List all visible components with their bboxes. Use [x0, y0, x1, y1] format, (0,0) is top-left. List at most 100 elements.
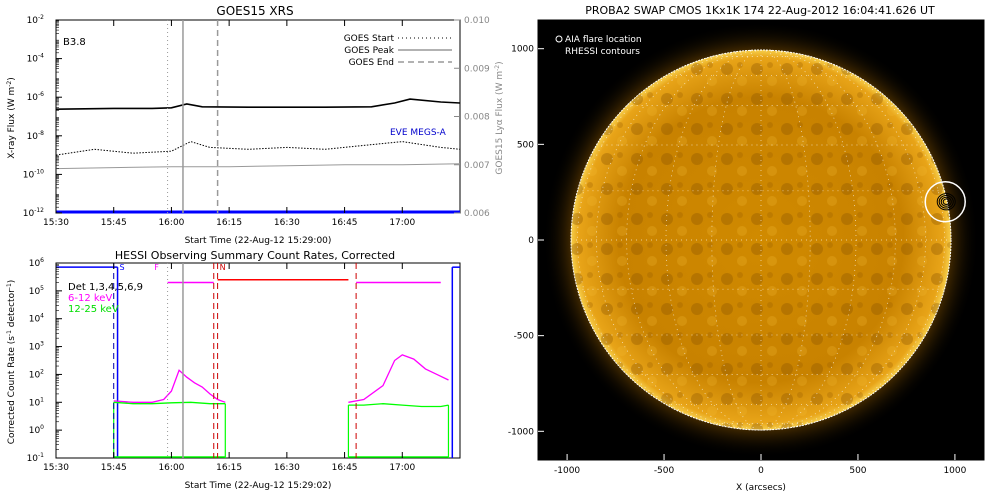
goes-series-line-2	[55, 163, 461, 170]
goes-y-tick-exp: -4	[38, 53, 44, 60]
hessi-y-tick-base: 10	[29, 343, 41, 353]
hessi-y-tick-base: 10	[29, 370, 41, 380]
hessi-flag-label: S	[120, 263, 125, 272]
goes-x-ticks: 15:30 15:45 16:00 16:15 16:30 16:45 17:00	[43, 20, 416, 228]
flare-markers	[924, 180, 966, 223]
goes-y-label: X-ray Flux (W m-2)	[6, 77, 17, 158]
grid-longitude-line	[760, 49, 926, 431]
legend-aia-flare-location: AIA flare location	[565, 35, 642, 45]
swap-x-tick-label: 1000	[943, 466, 966, 476]
goes-x-tick-label: 17:00	[389, 218, 415, 228]
hessi-y-tick-base: 10	[29, 315, 41, 325]
hessi-y-tick-label: 103	[29, 341, 44, 353]
hessi-y-tick-exp: 6	[40, 257, 44, 264]
hessi-y-tick-label: 100	[29, 424, 44, 436]
goes-y2-tick-label: 0.009	[464, 64, 490, 74]
goes-y-tick-exp: -10	[34, 168, 44, 175]
swap-x-tick-label: -1000	[554, 466, 580, 476]
hessi-title: HESSI Observing Summary Count Rates, Cor…	[115, 249, 395, 262]
hessi-panel: HESSI Observing Summary Count Rates, Cor…	[6, 249, 461, 491]
hessi-x-tick-label: 16:00	[158, 463, 184, 473]
hessi-y-tick-exp: 0	[40, 424, 44, 431]
heliographic-grid	[571, 49, 951, 431]
swap-x-tick-label: 500	[849, 466, 866, 476]
hessi-x-tick-label: 16:30	[274, 463, 300, 473]
swap-x-tick-label: 0	[758, 466, 764, 476]
goes-x-label: Start Time (22-Aug-12 15:29:00)	[185, 236, 332, 246]
hessi-flag-label: F	[154, 263, 159, 272]
swap-y-tick-label: -500	[514, 332, 535, 342]
goes-y-tick-label: 10-8	[27, 130, 45, 142]
goes-y2-tick-label: 0.008	[464, 113, 490, 123]
goes-legend: GOES Start GOES Peak GOES End	[344, 34, 452, 68]
hessi-y-tick-exp: -1	[38, 452, 44, 459]
rhessi-contour	[942, 198, 950, 205]
hessi-y-tick-exp: 3	[40, 341, 44, 348]
swap-x-label: X (arcsecs)	[736, 483, 786, 493]
swap-title: PROBA2 SWAP CMOS 1Kx1K 174 22-Aug-2012 1…	[585, 4, 935, 17]
hessi-series-1-segment-1	[348, 403, 449, 408]
swap-y-ticks: 1000 500 0 -500 -1000	[508, 45, 544, 437]
swap-x-ticks: -1000 -500 0 500 1000	[554, 454, 967, 476]
goes-x-tick-label: 16:30	[274, 218, 300, 228]
solar-limb-outline	[570, 49, 952, 431]
hessi-flag-label: N	[220, 263, 226, 272]
goes-y-tick-label: 10-10	[23, 168, 44, 180]
swap-legend: AIA flare location RHESSI contours	[555, 35, 642, 57]
hessi-series-0-segment-0	[113, 369, 226, 403]
goes-series-group	[55, 98, 461, 214]
goes-class-label: B3.8	[63, 37, 86, 48]
goes-x-tick-label: 15:30	[43, 218, 69, 228]
hessi-x-tick-label: 16:15	[216, 463, 242, 473]
hessi-x-tick-label: 17:00	[389, 463, 415, 473]
hessi-x-tick-label: 16:45	[332, 463, 358, 473]
swap-y-tick-label: -1000	[508, 427, 534, 437]
hessi-y-tick-label: 101	[29, 396, 44, 408]
goes-event-lines	[167, 20, 219, 213]
swap-image-panel: PROBA2 SWAP CMOS 1Kx1K 174 22-Aug-2012 1…	[508, 4, 985, 493]
goes-y2-tick-label: 0.007	[464, 161, 490, 171]
grid-longitude-line	[760, 49, 857, 431]
hessi-y-tick-label: 102	[29, 368, 44, 380]
rhessi-contour	[940, 196, 952, 207]
hessi-y-tick-exp: 2	[40, 368, 44, 375]
aia-flare-location-circle	[924, 180, 966, 223]
hessi-series-group	[113, 354, 449, 408]
rhessi-contour	[938, 194, 954, 209]
legend-goes-end: GOES End	[349, 58, 394, 68]
hessi-y-label: Corrected Count Rate (s-1 detector-1)	[6, 280, 17, 445]
goes-x-tick-label: 15:45	[101, 218, 127, 228]
goes-series-line-0	[55, 98, 461, 110]
goes-y-tick-exp: -8	[38, 130, 44, 137]
goes-y2-tick-label: 0.006	[464, 209, 490, 219]
swap-x-tick-label: -500	[654, 466, 675, 476]
hessi-legend-12-25: 12-25 keV	[68, 304, 119, 315]
aia-legend-symbol	[555, 35, 563, 43]
goes-y-tick-exp: -6	[38, 91, 44, 98]
hessi-event-lines	[113, 263, 357, 458]
goes-y-tick-base: 10	[27, 93, 39, 103]
hessi-y-tick-label: 105	[29, 285, 44, 297]
goes-series-line-1	[55, 141, 461, 156]
grid-longitude-line	[596, 49, 762, 431]
hessi-y-tick-label: 104	[29, 313, 44, 325]
rhessi-contour	[936, 193, 956, 211]
hessi-y-tick-label: 10-1	[27, 452, 45, 464]
goes-y2-label: GOES15 Lyα Flux (W m-2)	[494, 61, 505, 174]
swap-y-tick-label: 500	[517, 140, 534, 150]
grid-longitude-line	[760, 49, 896, 431]
goes-plot-frame	[55, 19, 461, 214]
goes-y2-tick-label: 0.010	[464, 16, 490, 26]
goes-title: GOES15 XRS	[216, 4, 293, 18]
goes-y-tick-label: 10-12	[23, 207, 44, 219]
hessi-y-tick-base: 10	[27, 454, 39, 464]
goes-y-tick-base: 10	[27, 132, 39, 142]
hessi-y-tick-base: 10	[29, 398, 41, 408]
goes-y-tick-label: 10-6	[27, 91, 45, 103]
grid-longitude-line	[711, 49, 762, 431]
rhessi-legend-symbol	[555, 47, 563, 55]
swap-y-tick-label: 1000	[511, 45, 534, 55]
